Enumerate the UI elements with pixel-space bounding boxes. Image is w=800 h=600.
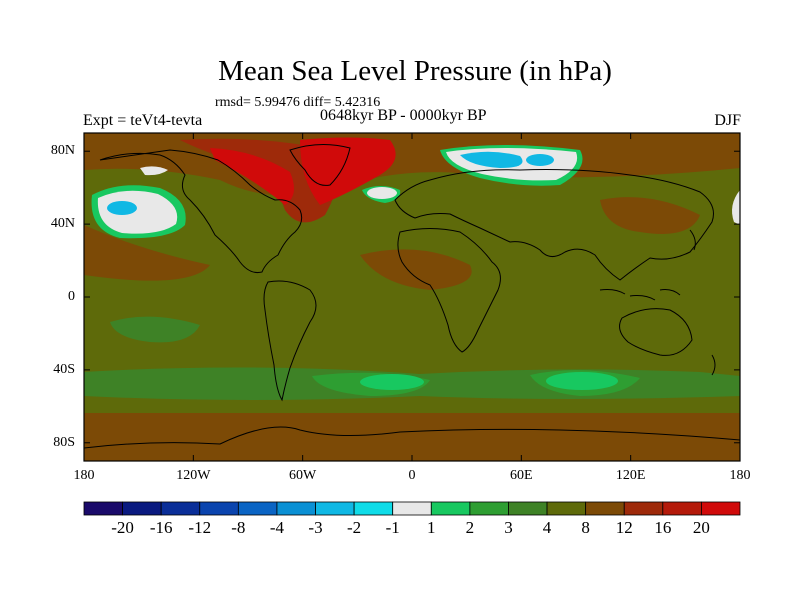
coast-south-america [263, 280, 317, 402]
north-atlantic-patch-core [367, 187, 397, 199]
coast-antarctica [84, 426, 740, 449]
lon-label-3: 0 [408, 468, 416, 483]
lat-label-1: 40N [50, 216, 75, 232]
lat-label-0: 80N [50, 143, 75, 159]
colorbar-label-4: -4 [269, 518, 285, 537]
coast-new-zealand [711, 354, 716, 376]
lat-label-2: 0 [68, 289, 75, 304]
east-edge-patch [732, 190, 740, 225]
coastlines [84, 144, 740, 449]
background-field [84, 133, 740, 461]
colorbar-label-15: 20 [692, 518, 710, 537]
coast-north-america [99, 149, 303, 273]
colorbar-swatch-12 [546, 501, 587, 516]
coast-eurasia [394, 169, 714, 281]
bering-patch [140, 166, 168, 176]
arctic-low-core-a [460, 151, 523, 168]
colorbar-label-0: -20 [111, 518, 134, 537]
south-pacific-lobe [110, 316, 200, 343]
asia-patch [600, 197, 700, 234]
colorbar-swatch-2 [160, 501, 201, 516]
colorbar-swatch-1 [122, 501, 162, 516]
greenland-high-outer [180, 138, 339, 223]
map-field [84, 133, 740, 461]
coast-indonesia [599, 289, 681, 301]
colorbar-label-9: 2 [465, 518, 475, 537]
colorbar-label-8: 1 [427, 518, 436, 537]
colorbar-swatch-8 [392, 501, 432, 516]
colorbar-label-14: 16 [654, 518, 672, 537]
colorbar-swatch-16 [701, 501, 741, 516]
colorbar-swatch-15 [662, 501, 702, 516]
season-label: DJF [714, 112, 741, 129]
colorbar-label-11: 4 [542, 518, 552, 537]
lon-label-5: 120E [615, 468, 646, 483]
colorbar-swatch-6 [315, 501, 355, 516]
coast-japan [689, 229, 696, 251]
colorbar-swatch-10 [469, 501, 509, 516]
colorbar-label-13: 12 [615, 518, 633, 537]
stats-label: rmsd= 5.99476 diff= 5.42316 [215, 95, 381, 110]
colorbar-label-10: 3 [504, 518, 513, 537]
coast-australia [619, 308, 693, 356]
greenland-high-core [300, 137, 396, 205]
colorbar-label-1: -16 [149, 518, 173, 537]
colorbar-label-7: -1 [385, 518, 400, 537]
colorbar-swatch-5 [276, 501, 316, 516]
lon-label-1: 120W [176, 468, 211, 483]
map-title: Mean Sea Level Pressure (in hPa) [218, 55, 612, 87]
southern-ocean-patch-b-core [546, 372, 618, 390]
coast-greenland [289, 144, 351, 186]
colorbar-swatch-14 [623, 501, 664, 516]
lon-label-6: 180 [729, 468, 751, 483]
arctic-low-core-b [526, 154, 554, 166]
lat-label-3: 40S [53, 361, 75, 377]
colorbar-swatch-7 [353, 501, 394, 516]
pacific-patch [84, 225, 210, 281]
coast-africa [397, 228, 501, 353]
colorbar-swatch-11 [508, 501, 548, 516]
colorbar-label-2: -12 [188, 518, 212, 537]
colorbar-label-12: 8 [581, 518, 590, 537]
north-pacific-low-core [107, 201, 137, 215]
colorbar-swatch-13 [585, 501, 625, 516]
lon-label-4: 60E [510, 468, 533, 483]
colorbar-label-3: -8 [231, 518, 246, 537]
map-ticks [83, 133, 741, 461]
southern-ocean-patch-a-core [360, 374, 424, 390]
lat-label-4: 80S [53, 434, 75, 450]
antarctic-band [84, 413, 740, 461]
colorbar-swatch-4 [237, 501, 278, 516]
lon-label-2: 60W [289, 468, 317, 483]
greenland-high-west [210, 148, 294, 205]
colorbar-swatch-0 [83, 501, 123, 516]
experiment-label: Expt = teVt4-tevta [83, 112, 203, 129]
colorbar-label-5: -3 [308, 518, 323, 537]
lon-label-0: 180 [73, 468, 95, 483]
colorbar-swatch-9 [430, 501, 471, 516]
colorbar-label-6: -2 [347, 518, 362, 537]
africa-patch [360, 249, 472, 290]
colorbar-swatch-3 [199, 501, 239, 516]
period-label: 0648kyr BP - 0000kyr BP [320, 107, 487, 124]
colorbar [83, 501, 741, 516]
